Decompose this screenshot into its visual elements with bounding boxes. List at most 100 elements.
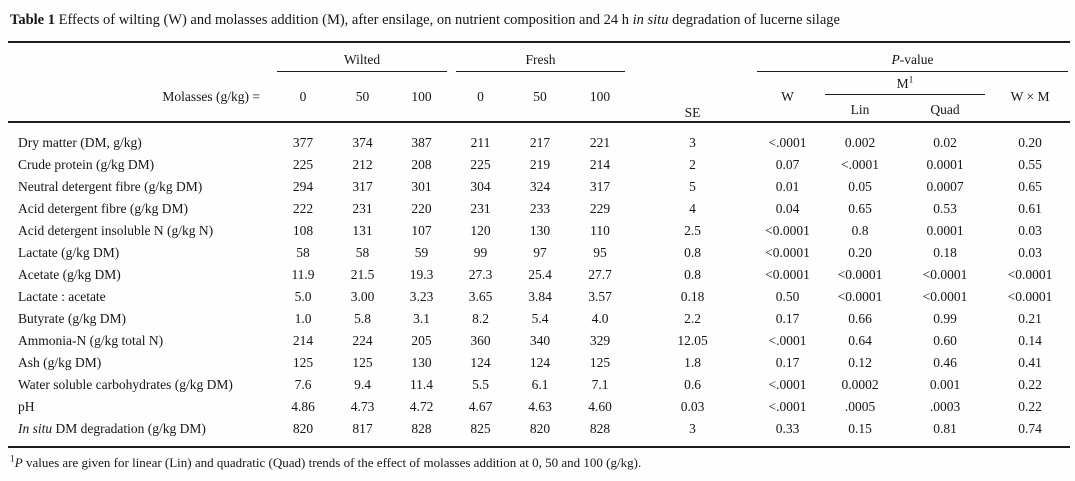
table-body: Dry matter (DM, g/kg) 377 374 387 211 217 221 3… (8, 122, 1071, 447)
value-cell: <0.0001 (765, 267, 810, 282)
value-cell: .0005 (844, 399, 876, 414)
value-cell: 229 (589, 201, 611, 216)
value-cell: 212 (352, 157, 373, 172)
row-label: In situ DM degradation (g/kg DM) (8, 418, 273, 447)
value-cell: .0003 (929, 399, 961, 414)
value-cell: 4.67 (468, 399, 493, 414)
value-cell: 0.20 (1018, 135, 1042, 150)
table-row: In situ DM degradation (g/kg DM) 820 817 82… (8, 418, 1070, 447)
row-label: pH (8, 396, 273, 418)
value-cell: 4.72 (409, 399, 434, 414)
value-cell: 99 (473, 245, 488, 260)
caption-text-pre: Effects of wilting (W) and molasses addi… (55, 12, 633, 28)
value-cell: 5.0 (294, 289, 312, 304)
value-cell: 0.17 (775, 311, 800, 326)
value-cell: 3 (689, 135, 696, 150)
value-cell: 6.1 (531, 377, 549, 392)
value-cell: 131 (352, 223, 373, 238)
value-cell: 4.63 (528, 399, 552, 414)
value-cell: 59 (414, 245, 429, 260)
row-label-text: Ash (g/kg DM) (18, 355, 102, 370)
value-cell: 820 (292, 421, 314, 436)
value-cell: 0.41 (1018, 355, 1042, 370)
value-cell: 0.8 (851, 223, 869, 238)
row-label-text: Butyrate (g/kg DM) (18, 311, 126, 326)
header-trend-row: Lin Quad (8, 98, 1070, 122)
caption-text-post: degradation of lucerne silage (668, 12, 840, 28)
value-cell: <0.0001 (1007, 267, 1053, 282)
value-cell: 0.17 (775, 355, 800, 370)
pvalue-italic-p: P (891, 52, 900, 67)
table-row: Acid detergent insoluble N (g/kg N) 108 13… (8, 220, 1070, 242)
value-cell: 387 (411, 135, 432, 150)
value-cell: <0.0001 (922, 267, 968, 282)
row-label-text: DM degradation (g/kg DM) (52, 421, 206, 436)
value-cell: 3.1 (413, 311, 430, 326)
row-label: Water soluble carbohydrates (g/kg DM) (8, 374, 273, 396)
value-cell: 317 (589, 179, 611, 194)
row-label: Ash (g/kg DM) (8, 352, 273, 374)
table-header: Wilted Fresh SE P-value Molasses (g/kg) … (8, 42, 1071, 122)
table-row: Butyrate (g/kg DM) 1.0 5.8 3.1 8.2 5.4 4.0 2.2 0… (8, 308, 1070, 330)
value-cell: <.0001 (768, 399, 807, 414)
value-cell: 2.2 (684, 311, 701, 326)
col-wilted-0: 0 (299, 88, 307, 104)
value-cell: 211 (470, 135, 491, 150)
value-cell: 125 (589, 355, 611, 370)
value-cell: 120 (470, 223, 491, 238)
table-row: Lactate : acetate 5.0 3.00 3.23 3.65 3.84 3.57… (8, 286, 1070, 308)
value-cell: 0.33 (775, 421, 800, 436)
value-cell: 21.5 (350, 267, 375, 282)
value-cell: 0.07 (775, 157, 800, 172)
pvalue-rest: -value (899, 52, 934, 67)
row-label-text: Crude protein (g/kg DM) (18, 157, 155, 172)
header-group-row: Wilted Fresh SE P-value (8, 42, 1070, 120)
molasses-label: Molasses (g/kg) = (162, 88, 260, 104)
value-cell: 820 (529, 421, 551, 436)
col-lin: Lin (850, 101, 870, 117)
value-cell: 317 (352, 179, 373, 194)
value-cell: 5.5 (472, 377, 489, 392)
value-cell: 221 (589, 135, 611, 150)
value-cell: 360 (470, 333, 491, 348)
value-cell: 107 (411, 223, 432, 238)
value-cell: 0.61 (1018, 201, 1042, 216)
table-row: Acetate (g/kg DM) 11.9 21.5 19.3 27.3 25.4 27.… (8, 264, 1070, 286)
value-cell: 125 (292, 355, 314, 370)
value-cell: 5.4 (531, 311, 549, 326)
value-cell: 0.53 (933, 201, 957, 216)
row-label: Acid detergent fibre (g/kg DM) (8, 198, 273, 220)
row-label: Acetate (g/kg DM) (8, 264, 273, 286)
value-cell: 0.04 (775, 201, 800, 216)
value-cell: 0.15 (848, 421, 872, 436)
row-label-text: Acid detergent insoluble N (g/kg N) (18, 223, 214, 238)
col-quad: Quad (930, 101, 960, 117)
value-cell: 0.001 (929, 377, 961, 392)
value-cell: 97 (533, 245, 547, 260)
value-cell: 0.002 (844, 135, 876, 150)
row-label: Butyrate (g/kg DM) (8, 308, 273, 330)
value-cell: 219 (529, 157, 551, 172)
row-label-text: Dry matter (DM, g/kg) (18, 135, 142, 150)
value-cell: 817 (352, 421, 373, 436)
value-cell: 0.03 (1018, 245, 1042, 260)
m-superscript: 1 (908, 75, 914, 85)
value-cell: 108 (292, 223, 314, 238)
caption-label: Table 1 (10, 12, 55, 28)
value-cell: 222 (292, 201, 314, 216)
value-cell: 110 (590, 223, 610, 238)
row-label: Crude protein (g/kg DM) (8, 154, 273, 176)
value-cell: 124 (529, 355, 551, 370)
m-text: M (896, 75, 909, 91)
header-level-row: Molasses (g/kg) = 0 50 100 0 50 100 W M1… (8, 72, 1070, 103)
value-cell: 0.20 (848, 245, 872, 260)
value-cell: 214 (589, 157, 611, 172)
row-label: Neutral detergent fibre (g/kg DM) (8, 176, 273, 198)
value-cell: <0.0001 (922, 289, 968, 304)
value-cell: 231 (352, 201, 373, 216)
value-cell: <.0001 (841, 157, 880, 172)
footnote: 1P values are given for linear (Lin) and… (8, 455, 1070, 471)
value-cell: 5.8 (354, 311, 371, 326)
value-cell: 0.01 (775, 179, 800, 194)
